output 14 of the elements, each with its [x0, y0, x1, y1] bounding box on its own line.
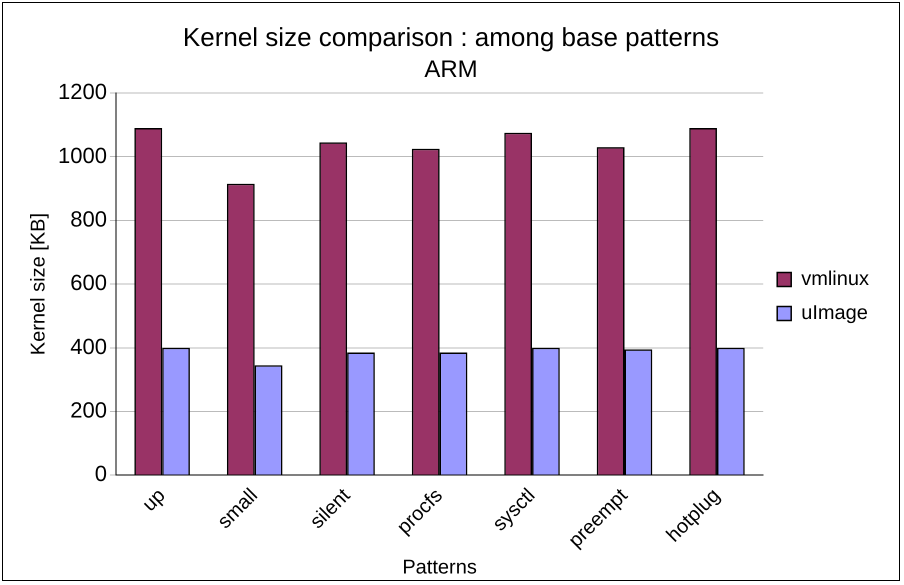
chart-title: Kernel size comparison : among base patterns — [182, 22, 720, 52]
y-axis-title: Kernel size [KB] — [28, 212, 50, 356]
x-axis-title: Patterns — [402, 556, 477, 579]
legend-label: vmlinux — [801, 268, 870, 290]
legend-label: uImage — [801, 302, 868, 324]
x-tick-label: up — [138, 484, 170, 516]
y-tick-label: 400 — [70, 334, 107, 359]
y-tick-label: 1200 — [58, 79, 107, 104]
y-tick-label: 1000 — [58, 142, 107, 168]
y-tick-label: 800 — [70, 206, 107, 232]
y-tick-label: 600 — [70, 270, 107, 296]
y-tick-label: 200 — [70, 398, 107, 423]
y-tick-label: 0 — [94, 461, 107, 486]
chart-subtitle: ARM — [424, 56, 478, 84]
